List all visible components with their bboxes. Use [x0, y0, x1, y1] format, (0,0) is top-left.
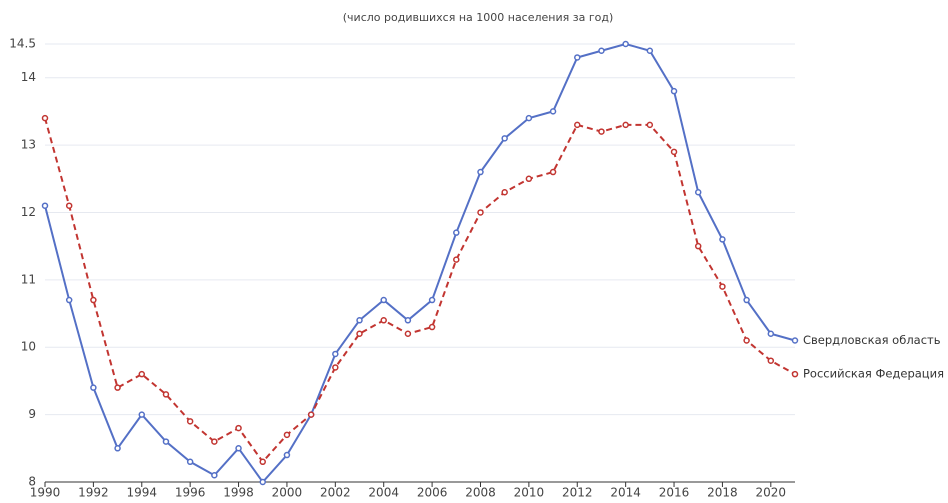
x-tick-label: 1998 — [223, 486, 254, 500]
point — [332, 350, 339, 358]
point — [670, 87, 678, 95]
y-tick-label: 9 — [28, 407, 36, 421]
x-tick-label: 2006 — [417, 486, 448, 500]
point — [767, 357, 775, 364]
point — [90, 296, 97, 304]
point — [380, 317, 387, 324]
x-tick-label: 2012 — [562, 486, 593, 500]
point — [65, 202, 73, 209]
x-tick-label: 2000 — [272, 486, 303, 500]
chart-subtitle: (число родившихся на 1000 населения за г… — [343, 11, 614, 24]
x-tick-label: 2010 — [514, 486, 545, 500]
point — [743, 296, 750, 304]
point — [211, 438, 218, 445]
point — [211, 472, 218, 479]
point — [525, 175, 533, 183]
point — [670, 148, 678, 156]
y-tick-label: 10 — [21, 340, 36, 354]
y-tick-label: 8 — [28, 475, 36, 489]
point — [283, 451, 291, 459]
point — [501, 188, 508, 196]
series-line — [44, 42, 796, 484]
point — [90, 384, 97, 391]
point — [767, 330, 775, 338]
y-tick-label: 14.5 — [9, 37, 36, 51]
point — [356, 317, 363, 324]
point — [283, 431, 291, 439]
point — [235, 424, 242, 432]
point — [332, 364, 339, 371]
point — [162, 438, 170, 445]
point — [186, 458, 194, 466]
y-tick-label: 11 — [21, 272, 36, 286]
point — [453, 229, 460, 236]
point — [477, 168, 484, 176]
point — [404, 330, 412, 338]
point — [719, 283, 726, 290]
x-tick-label: 2014 — [610, 486, 641, 500]
legend-label: Российская Федерация — [803, 367, 944, 381]
point — [380, 296, 387, 304]
x-tick-label: 2008 — [465, 486, 496, 500]
point — [162, 391, 170, 398]
x-tick-label: 1996 — [175, 486, 206, 500]
x-tick-label: 1990 — [30, 486, 61, 500]
point — [41, 114, 49, 122]
point — [646, 121, 654, 129]
point — [574, 54, 581, 61]
point — [791, 337, 799, 344]
point — [453, 256, 460, 263]
point — [622, 121, 629, 129]
point — [356, 330, 363, 338]
point — [428, 296, 436, 304]
x-tick-label: 1992 — [78, 486, 109, 500]
point — [404, 317, 412, 324]
point — [65, 296, 73, 304]
x-tick-label: 2004 — [368, 486, 399, 500]
y-tick-label: 12 — [21, 205, 36, 219]
point — [549, 168, 557, 176]
point — [114, 445, 121, 452]
point — [598, 47, 605, 54]
x-tick-label: 1994 — [127, 486, 158, 500]
point — [307, 411, 315, 418]
point — [259, 478, 266, 486]
x-tick-label: 2020 — [756, 486, 787, 500]
y-tick-label: 13 — [21, 138, 36, 152]
point — [646, 47, 654, 54]
x-tick-label: 2018 — [707, 486, 738, 500]
point — [574, 121, 581, 129]
x-tick-label: 2016 — [659, 486, 690, 500]
point — [622, 40, 629, 48]
point — [501, 135, 508, 142]
point — [549, 108, 557, 115]
point — [138, 411, 146, 418]
series-line — [44, 117, 796, 464]
point — [719, 236, 726, 243]
point — [114, 384, 121, 391]
point — [428, 323, 436, 331]
legend-label: Свердловская область — [803, 333, 941, 347]
y-tick-label: 14 — [21, 70, 36, 84]
x-tick-label: 2002 — [320, 486, 351, 500]
point — [477, 209, 484, 216]
point — [694, 242, 702, 250]
point — [41, 202, 49, 209]
point — [694, 188, 702, 196]
point — [186, 418, 194, 425]
point — [525, 114, 533, 122]
point — [791, 370, 799, 378]
point — [235, 445, 242, 452]
point — [259, 458, 266, 466]
point — [743, 337, 750, 344]
point — [138, 370, 146, 378]
point — [598, 128, 605, 135]
